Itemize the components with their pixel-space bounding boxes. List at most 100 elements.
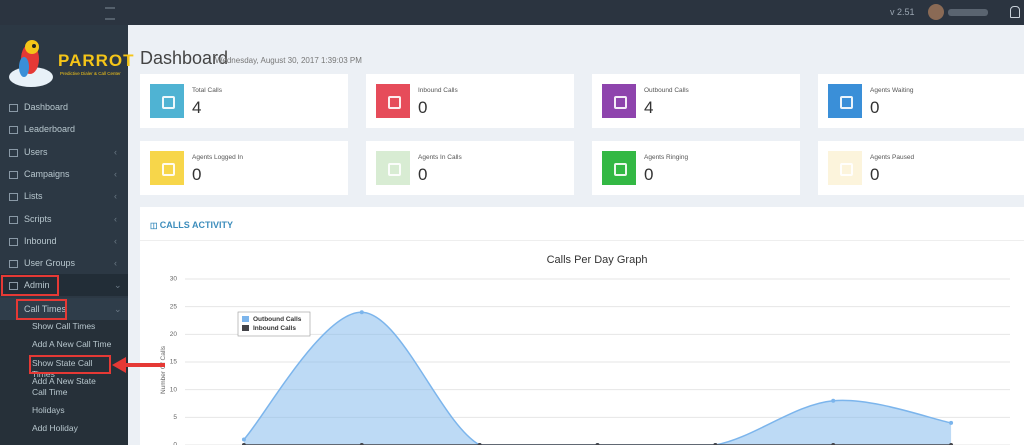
menu-item[interactable]: Dashboard xyxy=(0,96,128,118)
menu-item[interactable]: Admin ⌄ xyxy=(0,274,128,297)
legend-label: Outbound Calls xyxy=(253,316,302,323)
point xyxy=(949,420,954,425)
y-tick-label: 20 xyxy=(170,331,178,338)
menu-label: Admin xyxy=(24,280,50,291)
stat-label: Total Calls xyxy=(192,87,222,94)
menu-item[interactable]: Leaderboard xyxy=(0,118,128,140)
submenu-item[interactable]: Holidays xyxy=(0,402,128,420)
stat-label: Outbound Calls xyxy=(644,87,689,94)
menu-icon xyxy=(9,193,18,202)
stat-label: Agents Paused xyxy=(870,154,915,161)
sidebar: PARROT Predictive Dialer & Call Center D… xyxy=(0,25,134,445)
chevron: ‹ xyxy=(114,168,117,179)
stat-value: 0 xyxy=(418,98,428,117)
user-avatar[interactable] xyxy=(928,4,944,20)
chevron: ‹ xyxy=(114,191,117,202)
stat-value: 4 xyxy=(644,98,654,117)
menu-label: Campaigns xyxy=(24,168,70,179)
menu-item[interactable]: Campaigns ‹ xyxy=(0,163,128,185)
y-tick-label: 30 xyxy=(170,276,178,283)
chart-title: Calls Per Day Graph xyxy=(547,254,648,266)
menu-icon xyxy=(9,282,18,291)
highlight-box xyxy=(29,354,111,374)
stat-card: Agents Paused 0 xyxy=(818,141,1024,195)
menu-icon xyxy=(9,237,18,246)
y-tick-label: 0 xyxy=(173,442,177,445)
logo-icon xyxy=(9,40,53,87)
panel-divider xyxy=(140,240,1024,241)
stat-glyph xyxy=(614,96,627,109)
area xyxy=(243,312,952,445)
stat-card: Agents Logged In 0 xyxy=(140,141,348,195)
notification-bell[interactable] xyxy=(1010,6,1020,18)
submenu-item[interactable]: Show State Call Times xyxy=(0,354,128,379)
stat-label: Agents In Calls xyxy=(418,154,462,161)
brand: PARROT xyxy=(58,51,135,70)
stat-glyph xyxy=(388,163,401,176)
menu-icon xyxy=(9,260,18,269)
y-axis-title: Number Of Calls xyxy=(160,345,167,394)
point xyxy=(831,398,836,403)
menu-icon xyxy=(9,148,18,157)
stat-card: Agents Ringing 0 xyxy=(592,141,800,195)
highlight-box xyxy=(16,299,67,320)
menu-item[interactable]: User Groups ‹ xyxy=(0,252,128,274)
submenu-label: Call Times xyxy=(24,304,67,314)
stat-value: 0 xyxy=(870,165,880,184)
y-tick-label: 15 xyxy=(170,359,178,366)
stat-icon xyxy=(828,84,862,118)
legend: Outbound Calls Inbound Calls xyxy=(237,311,311,337)
stat-glyph xyxy=(840,163,853,176)
legend-swatch xyxy=(242,325,249,331)
menu-icon xyxy=(9,104,18,112)
stat-glyph xyxy=(162,96,175,109)
submenu-item[interactable]: Add Holiday xyxy=(0,420,128,438)
menu-item[interactable]: Users ‹ xyxy=(0,141,128,163)
chart: Calls Per Day Graph Number Of Calls 0 5 10… xyxy=(160,254,1010,445)
stat-label: Agents Waiting xyxy=(870,87,914,94)
chevron: ⌄ xyxy=(114,280,122,291)
annotation-arrow xyxy=(112,357,165,373)
stat-icon xyxy=(376,151,410,185)
chevron: ‹ xyxy=(114,213,117,224)
stat-glyph xyxy=(614,163,627,176)
point xyxy=(241,437,246,442)
page-title: Dashboard xyxy=(140,48,229,68)
menu-item[interactable]: Scripts ‹ xyxy=(0,208,128,230)
submenu-header[interactable]: Call Times ⌄ xyxy=(0,298,128,320)
chevron: ⌄ xyxy=(114,304,122,314)
y-tick-label: 10 xyxy=(170,386,178,393)
tagline: Predictive Dialer & Call Center xyxy=(60,71,121,76)
submenu-label: Holidays xyxy=(32,404,65,415)
stat-card: Agents Waiting 0 xyxy=(818,74,1024,128)
highlight-box xyxy=(1,275,59,297)
menu-toggle[interactable] xyxy=(105,7,115,20)
submenu-item[interactable]: Add A New Call Time xyxy=(0,336,128,354)
menu-icon xyxy=(9,170,18,179)
submenu-item[interactable]: Show Call Times xyxy=(0,318,128,336)
submenu-item[interactable]: Add A New State Call Time xyxy=(0,373,128,403)
stat-label: Agents Logged In xyxy=(192,154,243,161)
chevron: ‹ xyxy=(114,146,117,157)
submenu-label: Show State Call Times xyxy=(32,357,93,379)
stat-icon xyxy=(376,84,410,118)
stat-value: 0 xyxy=(870,98,880,117)
menu-icon xyxy=(9,215,18,224)
stat-value: 0 xyxy=(418,165,428,184)
menu-label: Lists xyxy=(24,191,43,202)
submenu-label: Add A New Call Time xyxy=(32,339,112,350)
stat-value: 4 xyxy=(192,98,202,117)
menu-item[interactable]: Lists ‹ xyxy=(0,185,128,207)
top-bar: v 2.51 xyxy=(0,0,1024,25)
chevron: ‹ xyxy=(114,235,117,246)
point xyxy=(359,310,364,315)
stat-icon xyxy=(150,151,184,185)
version: v 2.51 xyxy=(890,7,915,17)
legend-label: Inbound Calls xyxy=(253,325,296,332)
stat-glyph xyxy=(388,96,401,109)
stat-card: Outbound Calls 4 xyxy=(592,74,800,128)
menu-item[interactable]: Inbound ‹ xyxy=(0,230,128,252)
stat-label: Agents Ringing xyxy=(644,154,689,161)
stat-icon xyxy=(828,151,862,185)
